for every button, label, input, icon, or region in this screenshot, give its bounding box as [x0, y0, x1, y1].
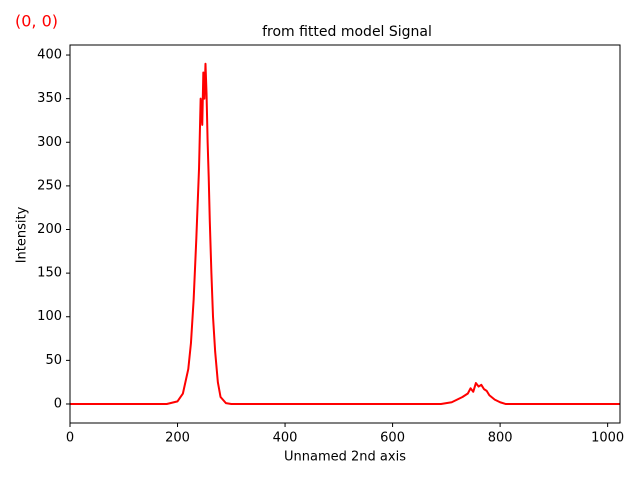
annotation: (0, 0) [15, 12, 58, 31]
y-tick-label: 50 [45, 353, 62, 368]
data-line [70, 62, 620, 405]
y-tick-label: 300 [37, 135, 62, 150]
x-tick-label: 0 [66, 431, 74, 446]
chart-title: from fitted model Signal [262, 24, 432, 40]
x-tick-label: 800 [488, 431, 513, 446]
x-tick-label: 600 [380, 431, 405, 446]
y-tick-label: 150 [37, 266, 62, 281]
y-tick-label: 100 [37, 309, 62, 324]
x-axis-label: Unnamed 2nd axis [284, 450, 406, 465]
y-tick-label: 200 [37, 222, 62, 237]
y-tick-label: 0 [54, 396, 62, 411]
y-axis-label: Intensity [15, 206, 30, 263]
axes-frame [69, 44, 621, 424]
x-tick-label: 200 [165, 431, 190, 446]
x-tick-label: 400 [273, 431, 298, 446]
y-tick-label: 350 [37, 91, 62, 106]
x-tick-label: 1000 [591, 431, 624, 446]
y-tick-label: 250 [37, 178, 62, 193]
y-tick-label: 400 [37, 48, 62, 63]
plot-area [70, 62, 620, 405]
